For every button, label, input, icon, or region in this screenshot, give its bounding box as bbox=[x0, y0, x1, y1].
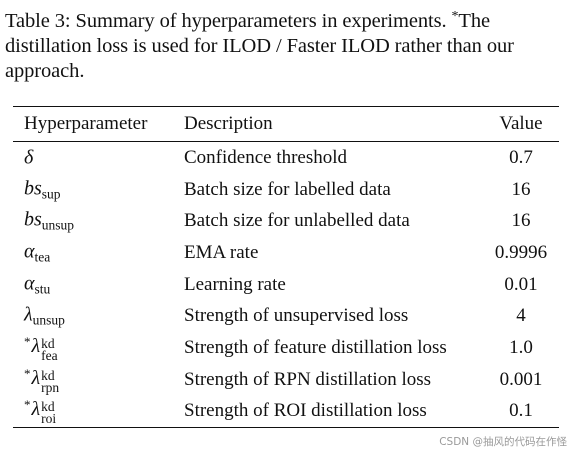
row-description: Learning rate bbox=[184, 273, 286, 295]
row-description: Batch size for labelled data bbox=[184, 178, 391, 200]
row-value: 4 bbox=[516, 305, 526, 327]
symbol-base: α bbox=[24, 240, 35, 263]
row-description: EMA rate bbox=[184, 241, 259, 263]
row-description: Strength of ROI distillation loss bbox=[184, 400, 427, 422]
distillation-star: * bbox=[24, 365, 31, 381]
symbol-base: λ bbox=[24, 303, 33, 326]
symbol-base: bs bbox=[24, 208, 42, 231]
hyperparameter-symbol: αstu bbox=[24, 272, 50, 297]
hyperparameter-symbol: *λ kd fea bbox=[24, 334, 58, 362]
row-value: 1.0 bbox=[509, 336, 533, 358]
distillation-star: * bbox=[24, 397, 31, 413]
table-row: αtea EMA rate 0.9996 bbox=[13, 237, 559, 269]
hyperparameter-symbol: αtea bbox=[24, 240, 50, 265]
csdn-watermark: CSDN @抽风的代码在作怪 bbox=[439, 436, 567, 448]
table-row: *λ kd roi Strength of ROI distillation los… bbox=[13, 396, 559, 428]
hyperparameter-table: Hyperparameter Description Value δ Confi… bbox=[13, 106, 559, 429]
hyperparameter-symbol: δ bbox=[24, 146, 33, 169]
row-description: Confidence threshold bbox=[184, 146, 348, 168]
table-caption: Table 3: Summary of hyperparameters in e… bbox=[5, 4, 570, 84]
table-row: λunsup Strength of unsupervised loss 4 bbox=[13, 300, 559, 332]
symbol-supsub: kd fea bbox=[41, 335, 58, 363]
header-description: Description bbox=[184, 113, 273, 134]
symbol-subscript: roi bbox=[41, 411, 57, 427]
symbol-subscript: sup bbox=[41, 186, 61, 202]
row-value: 0.1 bbox=[509, 400, 533, 422]
hyperparameter-symbol: bssup bbox=[24, 177, 61, 202]
header-value: Value bbox=[499, 113, 543, 134]
symbol-supsub: kd roi bbox=[41, 399, 57, 427]
row-description: Strength of unsupervised loss bbox=[184, 305, 409, 327]
table-header-row: Hyperparameter Description Value bbox=[13, 107, 559, 142]
symbol-supsub: kd rpn bbox=[41, 367, 60, 395]
symbol-superscript: kd bbox=[41, 399, 55, 415]
hyperparameter-symbol: *λ kd roi bbox=[24, 397, 56, 425]
symbol-subscript: unsup bbox=[41, 217, 75, 233]
distillation-star: * bbox=[24, 333, 31, 349]
symbol-base: bs bbox=[24, 177, 42, 200]
symbol-subscript: unsup bbox=[32, 312, 65, 328]
row-value: 16 bbox=[511, 178, 531, 200]
caption-rest: The distillation loss is used for ILOD /… bbox=[5, 10, 514, 82]
row-value: 0.9996 bbox=[494, 241, 548, 263]
hyperparameter-symbol: bsunsup bbox=[24, 209, 74, 234]
table-row: δ Confidence threshold 0.7 bbox=[13, 142, 559, 174]
row-value: 0.01 bbox=[504, 273, 538, 295]
table-row: *λ kd fea Strength of feature distillation… bbox=[13, 332, 559, 364]
header-hyperparameter: Hyperparameter bbox=[24, 113, 148, 134]
row-description: Strength of feature distillation loss bbox=[184, 336, 447, 358]
row-description: Strength of RPN distillation loss bbox=[184, 368, 432, 390]
row-description: Batch size for unlabelled data bbox=[184, 210, 410, 232]
caption-star: * bbox=[451, 9, 459, 24]
symbol-subscript: rpn bbox=[41, 379, 60, 395]
symbol-base: λ bbox=[31, 366, 41, 389]
hyperparameter-symbol: λunsup bbox=[24, 304, 65, 329]
table-row: αstu Learning rate 0.01 bbox=[13, 269, 559, 301]
symbol-base: α bbox=[24, 272, 35, 295]
row-value: 0.7 bbox=[509, 146, 533, 168]
symbol-superscript: kd bbox=[41, 335, 55, 351]
symbol-base: λ bbox=[31, 398, 41, 421]
row-value: 16 bbox=[511, 210, 531, 232]
table-row: bsunsup Batch size for unlabelled data 1… bbox=[13, 205, 559, 237]
symbol-base: δ bbox=[24, 146, 34, 169]
symbol-subscript: stu bbox=[34, 281, 51, 297]
symbol-subscript: tea bbox=[34, 249, 51, 265]
table-row: bssup Batch size for labelled data 16 bbox=[13, 174, 559, 206]
hyperparameter-symbol: *λ kd rpn bbox=[24, 366, 59, 394]
row-value: 0.001 bbox=[499, 368, 543, 390]
table-row: *λ kd rpn Strength of RPN distillation los… bbox=[13, 364, 559, 396]
symbol-superscript: kd bbox=[41, 367, 55, 383]
caption-lead: Table 3: Summary of hyperparameters in e… bbox=[5, 10, 452, 32]
symbol-base: λ bbox=[31, 334, 41, 357]
symbol-subscript: fea bbox=[41, 347, 58, 363]
